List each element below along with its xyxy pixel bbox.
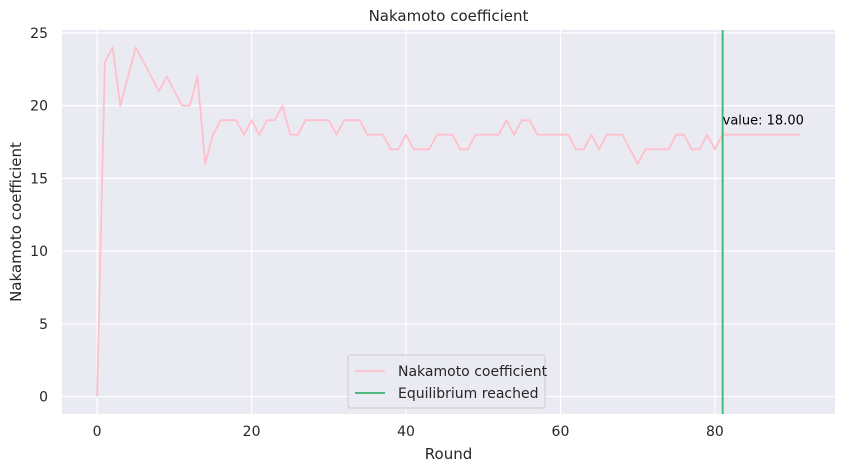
y-axis-label: Nakamoto coefficient xyxy=(7,142,25,302)
y-tick-label: 0 xyxy=(39,390,48,406)
x-tick-label: 20 xyxy=(243,424,261,440)
y-tick-label: 20 xyxy=(30,99,48,115)
y-tick-label: 15 xyxy=(30,171,48,187)
legend-box xyxy=(347,354,546,409)
plot-area xyxy=(62,30,835,414)
chart-title: Nakamoto coefficient xyxy=(369,7,529,25)
y-tick-labels: 0 5 10 15 20 25 xyxy=(30,26,48,406)
y-tick-label: 25 xyxy=(30,26,48,42)
y-tick-label: 10 xyxy=(30,244,48,260)
x-tick-label: 0 xyxy=(93,424,102,440)
equilibrium-annotation: value: 18.00 xyxy=(723,114,804,129)
grid-lines xyxy=(62,30,835,414)
y-tick-label: 5 xyxy=(39,317,48,333)
x-tick-label: 60 xyxy=(552,424,570,440)
series-line-nakamoto xyxy=(96,46,800,397)
x-axis-label: Round xyxy=(425,445,472,463)
legend-label-equilibrium: Equilibrium reached xyxy=(398,386,538,402)
legend: Nakamoto coefficient Equilibrium reached xyxy=(347,354,548,409)
x-tick-labels: 0 20 40 60 80 xyxy=(93,424,724,440)
legend-label-nakamoto: Nakamoto coefficient xyxy=(398,364,548,380)
x-tick-label: 40 xyxy=(397,424,415,440)
x-tick-label: 80 xyxy=(706,424,724,440)
